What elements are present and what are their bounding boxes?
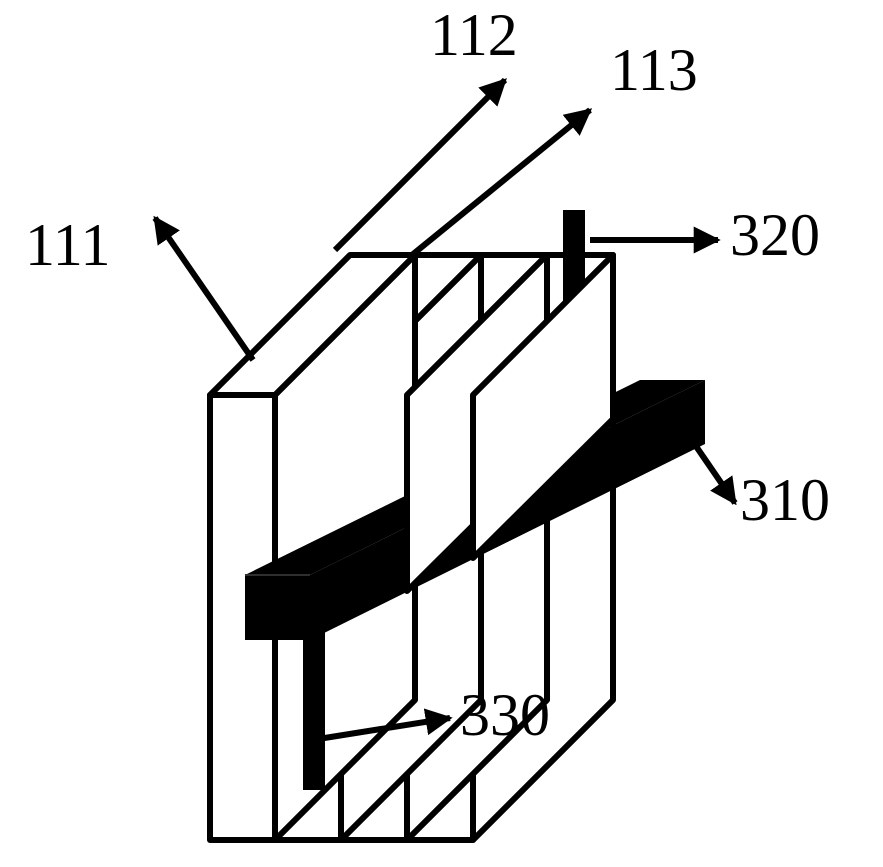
post-330	[303, 625, 325, 790]
label-320: 320	[730, 202, 820, 268]
bar-310-front	[245, 575, 310, 640]
label-113: 113	[610, 37, 698, 103]
label-111: 111	[25, 212, 111, 278]
label-112: 112	[430, 2, 518, 68]
label-330: 330	[460, 682, 550, 748]
label-310: 310	[740, 467, 830, 533]
